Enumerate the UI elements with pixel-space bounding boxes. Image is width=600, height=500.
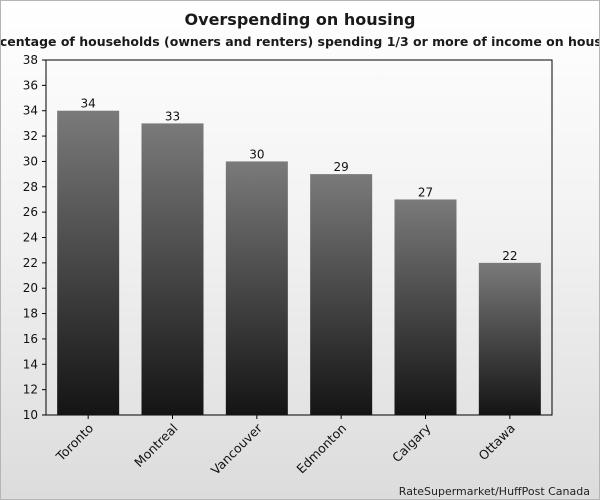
bar [310,174,373,415]
bar [57,110,120,415]
y-tick-label: 18 [23,307,38,321]
y-tick-label: 24 [23,231,38,245]
y-tick-label: 30 [23,154,38,168]
data-label: 27 [418,185,433,199]
y-tick-label: 38 [23,53,38,67]
y-tick-label: 34 [23,104,38,118]
y-tick-label: 14 [23,357,38,371]
x-tick-label: Toronto [52,421,96,465]
bar [478,262,541,415]
data-label: 30 [249,147,264,161]
plot-area: 10 12 14 16 18 20 22 24 26 28 30 32 34 36 38 34 Toronto 3… [23,53,553,478]
y-tick-label: 28 [23,180,38,194]
x-tick-label: Vancouver [208,420,266,478]
y-tick-label: 22 [23,256,38,270]
x-tick-label: Montreal [131,421,180,470]
y-tick-label: 12 [23,383,38,397]
chart-subtitle: Percentage of households (owners and ren… [1,34,599,49]
plot-frame [45,59,553,416]
bar [394,199,457,415]
y-tick-label: 32 [23,129,38,143]
x-tick-label: Ottawa [475,421,518,464]
data-label: 33 [165,109,180,123]
bar [225,161,288,415]
chart-title: Overspending on housing [185,10,416,29]
source-credit: RateSupermarket/HuffPost Canada [399,485,590,498]
data-label: 34 [81,97,96,111]
y-tick-label: 20 [23,281,38,295]
x-tick-label: Edmonton [293,421,349,477]
y-tick-label: 10 [23,408,38,422]
y-tick-label: 16 [23,332,38,346]
x-tick-label: Calgary [389,420,434,465]
data-label: 22 [502,249,517,263]
bar [141,123,204,416]
data-label: 29 [334,160,349,174]
y-tick-label: 36 [23,78,38,92]
y-tick-label: 26 [23,205,38,219]
